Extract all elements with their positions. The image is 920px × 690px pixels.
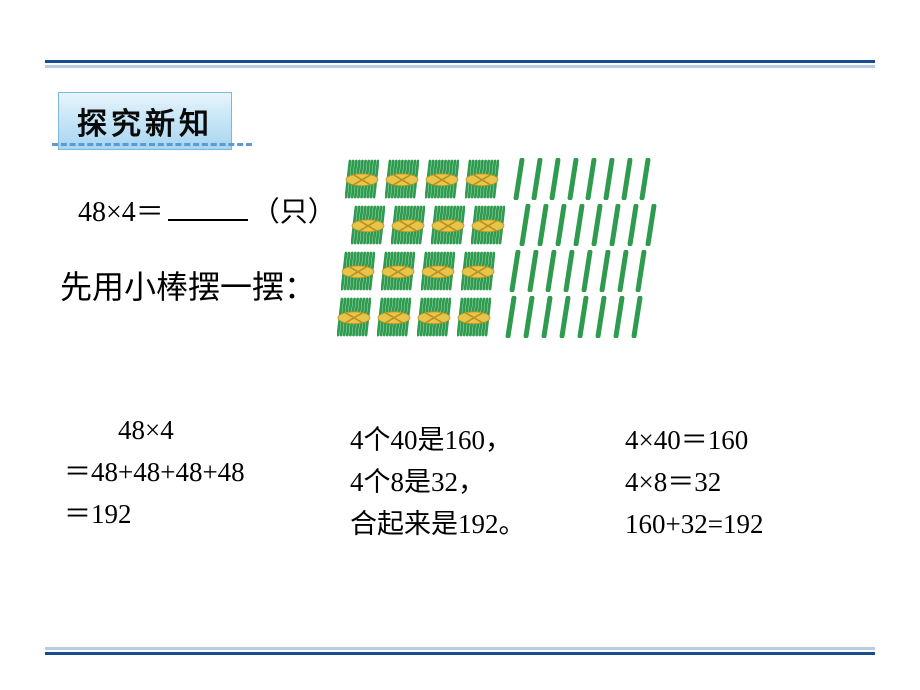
single-stick-icon bbox=[621, 158, 633, 200]
single-sticks-group bbox=[519, 204, 657, 246]
stick-bundle-icon bbox=[461, 251, 495, 291]
single-stick-icon bbox=[567, 158, 579, 200]
single-stick-icon bbox=[505, 296, 517, 338]
calc3-line3: 160+32=192 bbox=[625, 504, 763, 546]
stick-bundle-icon bbox=[465, 159, 499, 199]
stick-bundle-icon bbox=[471, 205, 505, 245]
calc2-line1: 4个40是160， bbox=[350, 420, 526, 462]
equation-prompt: 48×4＝ （只） bbox=[78, 190, 336, 230]
stick-bundle-icon bbox=[391, 205, 425, 245]
calc3-line1: 4×40＝160 bbox=[625, 420, 763, 462]
instruction-text: 先用小棒摆一摆： bbox=[60, 262, 316, 308]
stick-bundle-icon bbox=[377, 297, 411, 337]
single-stick-icon bbox=[591, 204, 603, 246]
stick-row bbox=[341, 248, 881, 294]
calc1-line2: ＝48+48+48+48 bbox=[64, 452, 245, 494]
calc3-line2: 4×8＝32 bbox=[625, 462, 763, 504]
bottom-divider bbox=[45, 652, 875, 655]
stick-diagram bbox=[345, 156, 885, 340]
single-stick-icon bbox=[613, 296, 625, 338]
single-stick-icon bbox=[609, 204, 621, 246]
single-stick-icon bbox=[603, 158, 615, 200]
stick-bundle-icon bbox=[431, 205, 465, 245]
stick-bundle-icon bbox=[421, 251, 455, 291]
single-stick-icon bbox=[519, 204, 531, 246]
calc2-line3: 合起来是192。 bbox=[350, 504, 526, 546]
section-heading-text: 探究新知 bbox=[77, 108, 213, 141]
single-sticks-group bbox=[513, 158, 651, 200]
stick-bundle-icon bbox=[457, 297, 491, 337]
single-stick-icon bbox=[581, 250, 593, 292]
single-stick-icon bbox=[627, 204, 639, 246]
calc-method-3: 4×40＝160 4×8＝32 160+32=192 bbox=[625, 420, 763, 546]
calc1-line1: 48×4 bbox=[64, 410, 245, 452]
equation-lhs: 48×4＝ bbox=[78, 197, 164, 228]
single-stick-icon bbox=[541, 296, 553, 338]
single-stick-icon bbox=[645, 204, 657, 246]
single-stick-icon bbox=[563, 250, 575, 292]
stick-row bbox=[351, 202, 891, 248]
single-stick-icon bbox=[559, 296, 571, 338]
single-stick-icon bbox=[537, 204, 549, 246]
calc2-line2: 4个8是32， bbox=[350, 462, 526, 504]
stick-row bbox=[337, 294, 877, 340]
calc-method-2: 4个40是160， 4个8是32， 合起来是192。 bbox=[350, 420, 526, 546]
calc-method-1: 48×4 ＝48+48+48+48 ＝192 bbox=[64, 410, 245, 536]
single-stick-icon bbox=[617, 250, 629, 292]
single-stick-icon bbox=[639, 158, 651, 200]
single-stick-icon bbox=[549, 158, 561, 200]
single-stick-icon bbox=[513, 158, 525, 200]
calc1-line3: ＝192 bbox=[64, 494, 245, 536]
stick-bundle-icon bbox=[345, 159, 379, 199]
single-stick-icon bbox=[635, 250, 647, 292]
stick-bundle-icon bbox=[385, 159, 419, 199]
stick-bundle-icon bbox=[417, 297, 451, 337]
stick-bundle-icon bbox=[337, 297, 371, 337]
single-stick-icon bbox=[595, 296, 607, 338]
single-stick-icon bbox=[527, 250, 539, 292]
single-stick-icon bbox=[631, 296, 643, 338]
single-stick-icon bbox=[599, 250, 611, 292]
top-divider bbox=[45, 60, 875, 63]
stick-row bbox=[345, 156, 885, 202]
stick-bundle-icon bbox=[341, 251, 375, 291]
stick-bundle-icon bbox=[351, 205, 385, 245]
single-stick-icon bbox=[555, 204, 567, 246]
single-sticks-group bbox=[505, 296, 643, 338]
equation-blank bbox=[168, 199, 248, 221]
single-stick-icon bbox=[585, 158, 597, 200]
single-stick-icon bbox=[509, 250, 521, 292]
single-stick-icon bbox=[545, 250, 557, 292]
single-stick-icon bbox=[573, 204, 585, 246]
stick-bundle-icon bbox=[381, 251, 415, 291]
equation-unit: （只） bbox=[252, 197, 336, 228]
single-stick-icon bbox=[577, 296, 589, 338]
single-sticks-group bbox=[509, 250, 647, 292]
stick-bundle-icon bbox=[425, 159, 459, 199]
single-stick-icon bbox=[531, 158, 543, 200]
section-heading-underline bbox=[52, 140, 252, 146]
single-stick-icon bbox=[523, 296, 535, 338]
